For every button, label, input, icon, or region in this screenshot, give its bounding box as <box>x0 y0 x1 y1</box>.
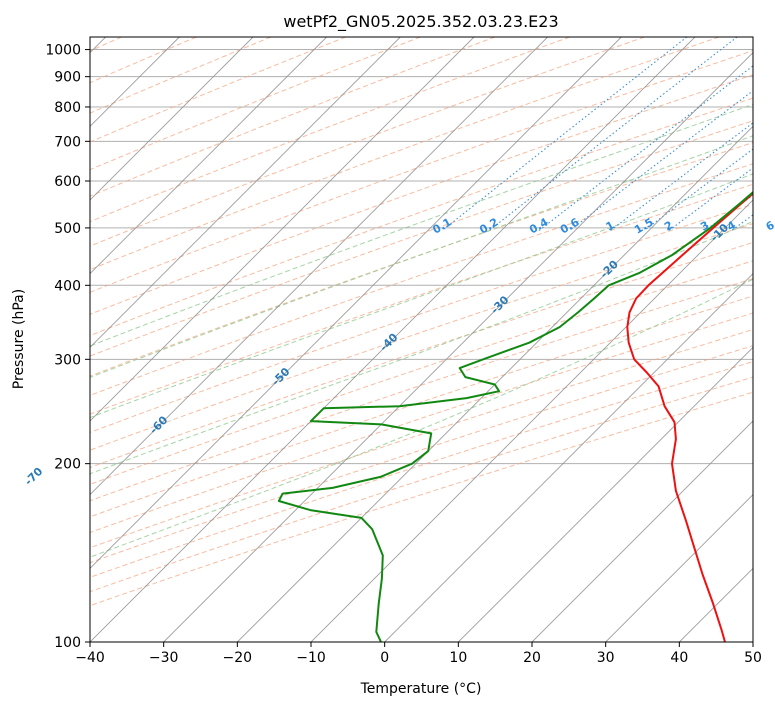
x-tick-label: −20 <box>223 650 253 666</box>
y-tick-label: 200 <box>54 457 81 473</box>
y-tick-label: 300 <box>54 352 81 368</box>
x-tick-label: 10 <box>449 650 467 666</box>
x-tick-label: 40 <box>670 650 688 666</box>
y-tick-label: 900 <box>54 70 81 86</box>
y-tick-label: 600 <box>54 174 81 190</box>
x-tick-label: −30 <box>149 650 179 666</box>
y-tick-label: 400 <box>54 278 81 294</box>
x-tick-label: 50 <box>744 650 762 666</box>
x-tick-label: 30 <box>597 650 615 666</box>
y-axis-label: Pressure (hPa) <box>11 289 27 389</box>
x-tick-label: −10 <box>296 650 326 666</box>
x-tick-label: −40 <box>75 650 105 666</box>
y-tick-label: 500 <box>54 221 81 237</box>
y-tick-label: 700 <box>54 134 81 150</box>
y-tick-label: 1000 <box>45 43 81 59</box>
x-tick-label: 20 <box>523 650 541 666</box>
x-tick-label: 0 <box>380 650 389 666</box>
y-tick-label: 800 <box>54 100 81 116</box>
y-tick-label: 100 <box>54 635 81 651</box>
x-axis-label: Temperature (°C) <box>360 681 482 697</box>
chart-title: wetPf2_GN05.2025.352.03.23.E23 <box>283 12 558 32</box>
